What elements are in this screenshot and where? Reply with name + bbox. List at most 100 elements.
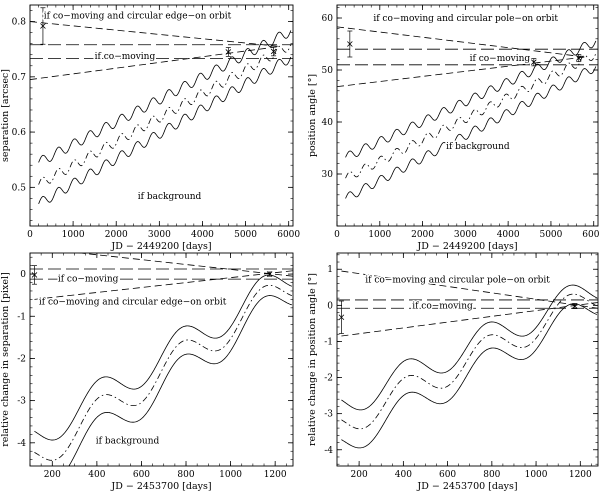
chart-annotation: if co−moving bbox=[95, 52, 156, 62]
x-tick-label: 200 bbox=[44, 470, 61, 480]
x-tick-label: 800 bbox=[177, 470, 194, 480]
y-tick-label: -4 bbox=[324, 446, 333, 456]
point-marker bbox=[338, 314, 345, 321]
point-marker bbox=[31, 272, 38, 278]
x-tick-label: 400 bbox=[395, 470, 412, 480]
y-axis-label: position angle [°] bbox=[307, 74, 318, 157]
x-tick-label: 5000 bbox=[234, 230, 257, 240]
y-axis-label: relative change in separation [pixel] bbox=[0, 272, 11, 447]
series-group bbox=[30, 253, 293, 466]
y-tick-label: 60 bbox=[322, 14, 334, 24]
x-tick-label: 0 bbox=[27, 230, 33, 240]
chart-annotation: if co−moving and circular pole−on orbit bbox=[373, 14, 558, 24]
y-tick-label: 40 bbox=[322, 118, 334, 128]
y-tick-label: -4 bbox=[17, 439, 26, 449]
y-axis-label: separation [arcsec] bbox=[0, 69, 11, 162]
series-line-background bbox=[345, 53, 597, 179]
plot-frame bbox=[29, 252, 294, 467]
series-group bbox=[337, 270, 598, 449]
chart-annotation: if background bbox=[96, 437, 160, 447]
series-line-background bbox=[34, 284, 293, 461]
y-tick-label: 0.5 bbox=[12, 183, 27, 193]
series-line-background bbox=[38, 56, 292, 205]
y-tick-label: -1 bbox=[17, 312, 26, 322]
x-tick-label: 1200 bbox=[264, 470, 287, 480]
point-marker bbox=[266, 271, 273, 277]
chart-panel-top-left: 0 1000 2000 3000 4000 5000 6000 0.5 0.6 0.7 0.8 JD … bbox=[0, 4, 300, 252]
y-tick-label: -2 bbox=[324, 374, 333, 384]
point-marker bbox=[575, 55, 582, 61]
x-tick-label: 200 bbox=[351, 470, 368, 480]
point-marker bbox=[347, 41, 353, 47]
data-point bbox=[225, 47, 232, 57]
series-line-edge-on-orbit-upper bbox=[77, 253, 293, 277]
point-marker bbox=[270, 48, 277, 55]
plot-frame bbox=[336, 4, 599, 227]
x-tick-label: 1000 bbox=[368, 230, 391, 240]
x-tick-label: 1000 bbox=[525, 470, 548, 480]
data-point bbox=[270, 46, 277, 57]
x-axis-label: JD − 2453700 [days] bbox=[416, 481, 517, 492]
y-axis-label: relative change in position angle [°] bbox=[307, 273, 318, 446]
y-tick-label: 0.6 bbox=[12, 128, 27, 138]
series-line-edge-on-orbit-lower bbox=[30, 46, 281, 80]
series-line-edge-on-orbit-upper bbox=[30, 21, 281, 47]
x-axis-label: JD − 2449200 [days] bbox=[110, 241, 211, 252]
series-line-background bbox=[38, 30, 292, 163]
chart-panel-top-right: 0 1000 2000 3000 4000 5000 6000 30 40 50 60 JD − 24… bbox=[307, 4, 600, 252]
series-group bbox=[30, 21, 293, 205]
point-marker bbox=[531, 59, 537, 65]
data-point bbox=[531, 58, 537, 67]
point-marker bbox=[571, 303, 578, 309]
series-line-background bbox=[38, 44, 292, 185]
data-point bbox=[40, 7, 46, 45]
data-point bbox=[31, 265, 38, 285]
x-tick-label: 5000 bbox=[539, 230, 562, 240]
series-line-background bbox=[345, 40, 597, 158]
y-tick-label: 0.7 bbox=[12, 73, 27, 83]
y-tick-label: -1 bbox=[324, 337, 333, 347]
point-marker bbox=[40, 23, 46, 29]
x-tick-label: 0 bbox=[334, 230, 340, 240]
chart-annotation: if co−moving bbox=[58, 274, 119, 284]
x-axis-label: JD − 2453700 [days] bbox=[110, 481, 211, 492]
x-tick-label: 3000 bbox=[454, 230, 477, 240]
x-tick-label: 1200 bbox=[569, 470, 592, 480]
x-tick-label: 800 bbox=[483, 470, 500, 480]
y-tick-label: 0.8 bbox=[12, 18, 27, 28]
y-tick-label: 50 bbox=[322, 66, 334, 76]
x-tick-label: 6000 bbox=[582, 230, 600, 240]
y-tick-label: -3 bbox=[17, 397, 26, 407]
chart-annotation: if co−moving and circular edge−on orbit bbox=[39, 298, 227, 308]
x-tick-label: 1000 bbox=[62, 230, 85, 240]
series-line-pole-on-orbit-lower bbox=[337, 56, 586, 88]
x-tick-label: 2000 bbox=[411, 230, 434, 240]
x-tick-label: 600 bbox=[133, 470, 150, 480]
plot-frame bbox=[336, 252, 599, 467]
chart-annotation: if background bbox=[446, 142, 510, 152]
chart-panel-bottom-left: 200 400 600 800 1000 1200 -4 -3 -2 -1 0 JD − 245370… bbox=[0, 252, 294, 492]
data-point bbox=[575, 54, 582, 63]
chart-annotation: if co−moving bbox=[412, 301, 473, 311]
y-tick-label: 0 bbox=[20, 270, 26, 280]
x-axis-label: JD − 2449200 [days] bbox=[416, 241, 517, 252]
y-tick-label: -3 bbox=[324, 410, 333, 420]
x-tick-label: 2000 bbox=[105, 230, 128, 240]
y-tick-label: 1 bbox=[327, 265, 333, 275]
series-line-background bbox=[341, 284, 598, 411]
chart-annotation: if co−moving and circular pole−on orbit bbox=[365, 275, 550, 285]
y-tick-label: -2 bbox=[17, 354, 26, 364]
data-point bbox=[266, 271, 273, 277]
x-tick-label: 400 bbox=[88, 470, 105, 480]
y-tick-label: 30 bbox=[322, 170, 334, 180]
series-line-background bbox=[68, 295, 293, 466]
panels: 0 1000 2000 3000 4000 5000 60000.50.60.70.8JD … bbox=[0, 4, 600, 492]
x-tick-label: 600 bbox=[439, 470, 456, 480]
data-point bbox=[347, 30, 353, 58]
chart-annotation: if co−moving bbox=[470, 54, 531, 64]
chart-annotation: if co−moving and circular edge−on orbit bbox=[44, 11, 232, 21]
chart-annotation: if background bbox=[138, 192, 202, 202]
point-marker bbox=[225, 49, 232, 55]
series-line-background bbox=[341, 303, 598, 449]
